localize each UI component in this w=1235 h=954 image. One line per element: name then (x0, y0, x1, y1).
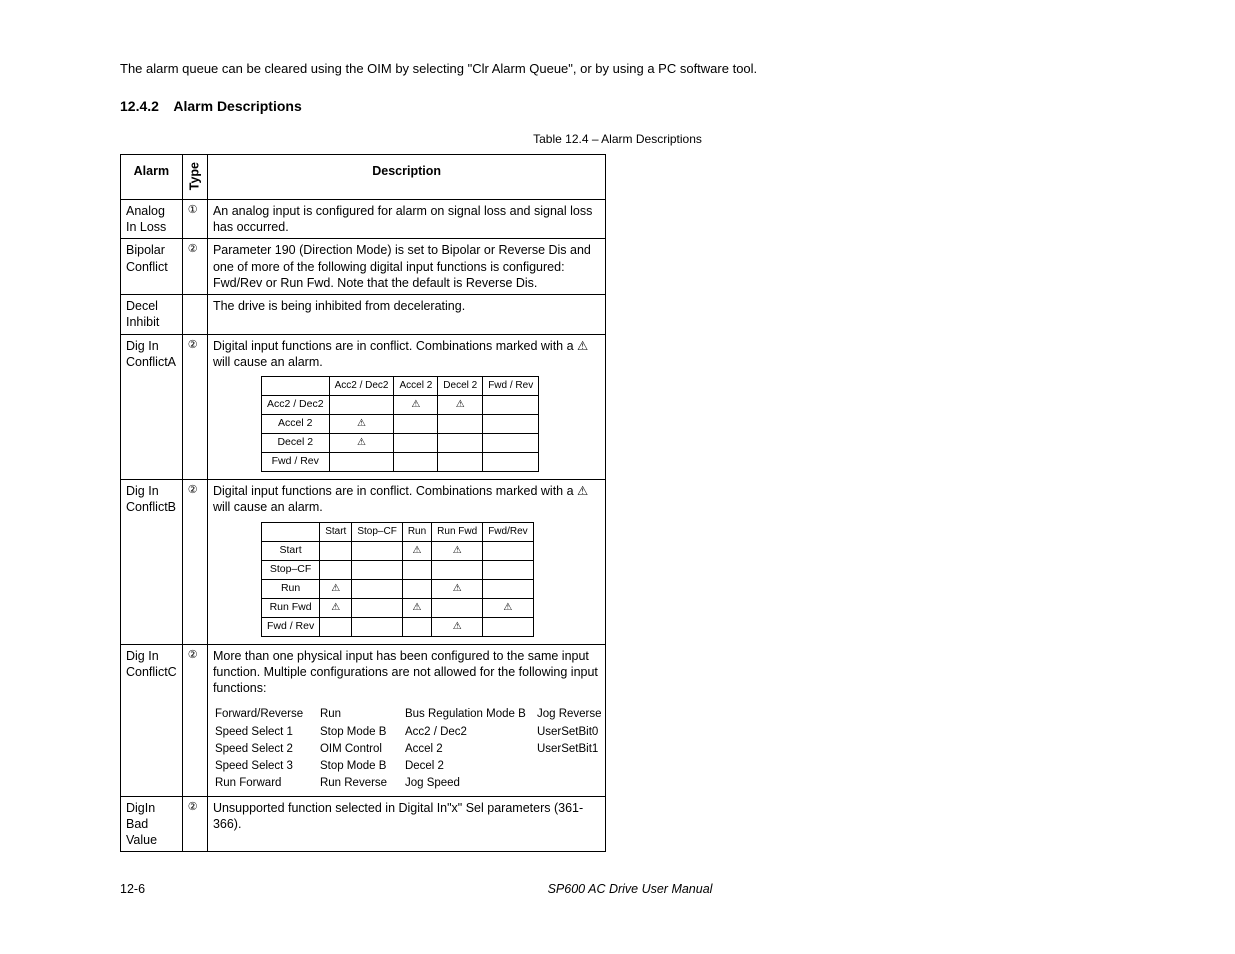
type-cell: ② (182, 480, 207, 645)
manual-title: SP600 AC Drive User Manual (548, 882, 713, 896)
desc-text: More than one physical input has been co… (213, 649, 598, 696)
type-cell (182, 295, 207, 335)
desc-text: Digital input functions are in conflict.… (213, 484, 588, 514)
alarm-cell: Analog In Loss (121, 199, 183, 239)
inner-table-a: Acc2 / Dec2Accel 2Decel 2Fwd / Rev Acc2 … (261, 376, 539, 472)
type-cell: ② (182, 239, 207, 295)
alarm-cell: Decel Inhibit (121, 295, 183, 335)
type-cell: ② (182, 334, 207, 480)
type-cell: ② (182, 796, 207, 852)
alarm-cell: Bipolar Conflict (121, 239, 183, 295)
alarm-cell: Dig In ConflictC (121, 644, 183, 796)
page-number: 12-6 (120, 882, 145, 896)
page-footer: 12-6 SP600 AC Drive User Manual (120, 882, 1115, 896)
th-alarm: Alarm (121, 154, 183, 199)
th-desc: Description (207, 154, 605, 199)
section-heading: 12.4.2 Alarm Descriptions (120, 98, 1115, 114)
section-title: Alarm Descriptions (173, 98, 301, 114)
desc-cell: More than one physical input has been co… (207, 644, 605, 796)
intro-text: The alarm queue can be cleared using the… (120, 60, 1115, 78)
type-cell: ② (182, 644, 207, 796)
desc-cell: Parameter 190 (Direction Mode) is set to… (207, 239, 605, 295)
alarm-cell: Dig In ConflictA (121, 334, 183, 480)
desc-cell: Unsupported function selected in Digital… (207, 796, 605, 852)
alarm-cell: Dig In ConflictB (121, 480, 183, 645)
desc-cell: Digital input functions are in conflict.… (207, 334, 605, 480)
alarm-table: Alarm Type Description Analog In Loss ① … (120, 154, 606, 853)
alarm-cell: DigIn Bad Value (121, 796, 183, 852)
section-num: 12.4.2 (120, 98, 170, 114)
inner-table-b: StartStop–CFRunRun FwdFwd/Rev Start⚠⚠ St… (261, 522, 534, 637)
function-list: Forward/ReverseSpeed Select 1Speed Selec… (215, 706, 598, 792)
desc-cell: The drive is being inhibited from decele… (207, 295, 605, 335)
desc-cell: Digital input functions are in conflict.… (207, 480, 605, 645)
table-caption: Table 12.4 – Alarm Descriptions (120, 132, 1115, 146)
desc-text: Digital input functions are in conflict.… (213, 339, 588, 369)
th-type: Type (182, 154, 207, 199)
desc-cell: An analog input is configured for alarm … (207, 199, 605, 239)
type-cell: ① (182, 199, 207, 239)
